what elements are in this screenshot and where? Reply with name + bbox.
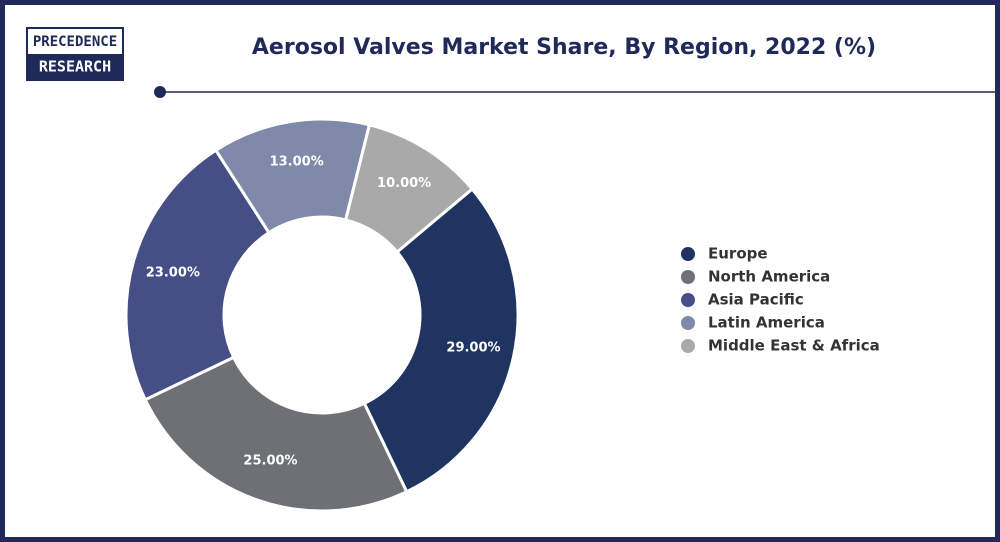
logo-text: RESEARCH (39, 58, 111, 76)
legend-label: North America (708, 268, 830, 286)
data-label: 29.00% (446, 340, 500, 355)
title-rule-dot (154, 86, 166, 98)
logo: PRECEDENCE RESEARCH (26, 27, 124, 81)
legend-marker (681, 339, 695, 353)
donut-slice (343, 123, 475, 255)
donut-slice (143, 355, 409, 513)
legend-label: Middle East & Africa (708, 337, 880, 355)
data-label: 25.00% (243, 454, 297, 469)
data-label: 23.00% (146, 265, 200, 280)
chart-title: Aerosol Valves Market Share, By Region, … (252, 35, 876, 60)
donut-slice (362, 186, 520, 494)
legend-label: Asia Pacific (708, 291, 804, 309)
data-label: 10.00% (377, 176, 431, 191)
legend-marker (681, 316, 695, 330)
legend-label: Latin America (708, 314, 825, 332)
legend-label: Europe (708, 245, 768, 263)
logo-text: PRECEDENCE (33, 34, 117, 50)
data-label: 13.00% (270, 155, 324, 170)
donut-slice (124, 148, 271, 402)
legend-marker (681, 270, 695, 284)
logo-band (27, 54, 123, 80)
legend-marker (681, 293, 695, 307)
legend-marker (681, 247, 695, 261)
